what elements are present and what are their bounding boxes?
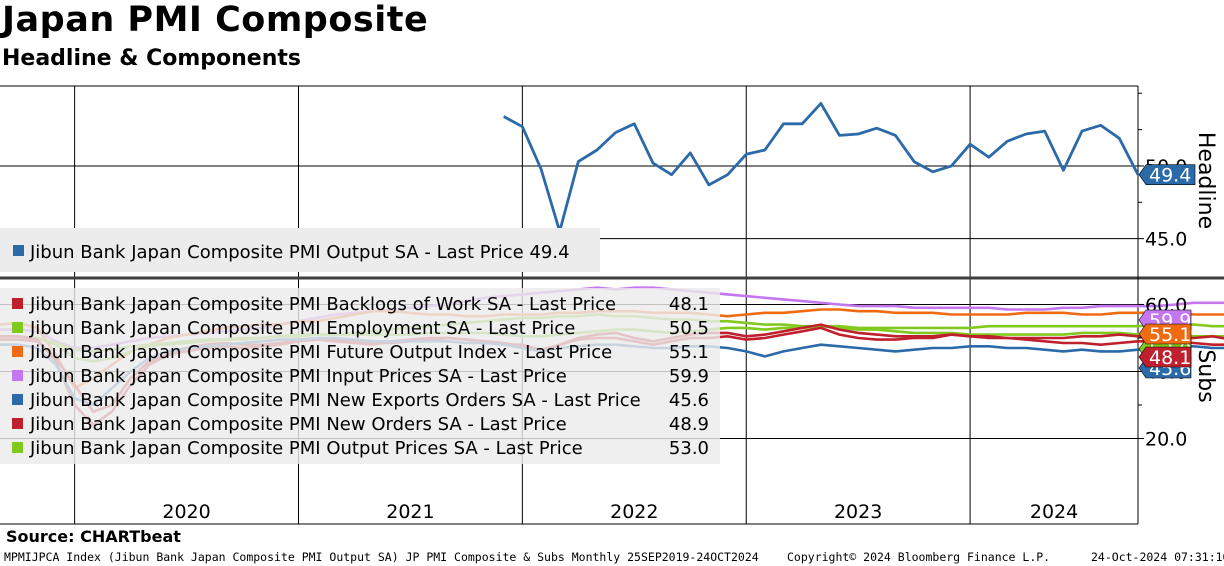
legend-value-input-prices-sa: 59.9 [669, 366, 709, 387]
chart-title: Japan PMI Composite [2, 0, 429, 40]
headline-last-value-tag-label: 49.4 [1149, 165, 1191, 187]
legend-label-backlogs-of-work-sa: Jibun Bank Japan Composite PMI Backlogs … [29, 294, 616, 315]
headline-last-value-tag [1138, 164, 1196, 185]
legend-swatch-headline [13, 245, 24, 256]
subs-future-output-index-tag [1138, 323, 1192, 345]
footer-timestamp: 24-Oct-2024 07:31:10 [1091, 550, 1224, 564]
legend-label-new-exports-orders-sa: Jibun Bank Japan Composite PMI New Expor… [29, 390, 641, 411]
x-tick-label-2022: 2022 [610, 501, 658, 523]
legend-value-new-orders-sa: 48.9 [669, 414, 709, 435]
legend-swatch-input-prices-sa [12, 370, 23, 381]
legend-label-output-prices-sa: Jibun Bank Japan Composite PMI Output Pr… [29, 438, 583, 459]
legend-swatch-future-output-index [12, 346, 23, 357]
legend-subs-box [0, 288, 720, 464]
axis-title-headline: Headline [1193, 132, 1218, 229]
legend-label-employment-sa: Jibun Bank Japan Composite PMI Employmen… [29, 318, 575, 339]
x-tick-label-2020: 2020 [162, 501, 210, 523]
legend-swatch-output-prices-sa [12, 442, 23, 453]
series-line-headline [503, 102, 1140, 233]
legend-label-headline: Jibun Bank Japan Composite PMI Output SA… [29, 242, 570, 263]
x-tick-label-2023: 2023 [834, 501, 882, 523]
subs-backlogs-of-work-sa-tag-label: 48.1 [1149, 347, 1191, 369]
legend-value-future-output-index: 55.1 [669, 342, 709, 363]
legend-label-new-orders-sa: Jibun Bank Japan Composite PMI New Order… [29, 414, 567, 435]
legend-swatch-new-exports-orders-sa [12, 394, 23, 405]
footer-description: MPMIJPCA Index (Jibun Bank Japan Composi… [4, 550, 759, 564]
legend-headline-box [0, 228, 600, 272]
y-tick-label-headline-45.0: 45.0 [1145, 229, 1187, 251]
legend-swatch-backlogs-of-work-sa [12, 298, 23, 309]
subs-future-output-index-tag-label: 55.1 [1149, 324, 1191, 346]
x-tick-label-2021: 2021 [386, 501, 434, 523]
subs-backlogs-of-work-sa-tag [1138, 346, 1192, 368]
source-note: Source: CHARTbeat [6, 527, 181, 546]
legend-value-new-exports-orders-sa: 45.6 [669, 390, 709, 411]
footer-copyright: Copyright© 2024 Bloomberg Finance L.P. [787, 550, 1051, 564]
legend-label-input-prices-sa: Jibun Bank Japan Composite PMI Input Pri… [29, 366, 567, 387]
chart-subtitle: Headline & Components [2, 46, 301, 71]
axis-title-subs: Subs [1193, 349, 1218, 402]
legend-value-employment-sa: 50.5 [669, 318, 709, 339]
legend-value-backlogs-of-work-sa: 48.1 [669, 294, 709, 315]
x-tick-label-2024: 2024 [1030, 501, 1078, 523]
legend-value-output-prices-sa: 53.0 [669, 438, 709, 459]
y-tick-label-subs-20.0: 20.0 [1145, 428, 1187, 450]
legend-swatch-employment-sa [12, 322, 23, 333]
legend-swatch-new-orders-sa [12, 418, 23, 429]
legend-label-future-output-index: Jibun Bank Japan Composite PMI Future Ou… [29, 342, 612, 363]
